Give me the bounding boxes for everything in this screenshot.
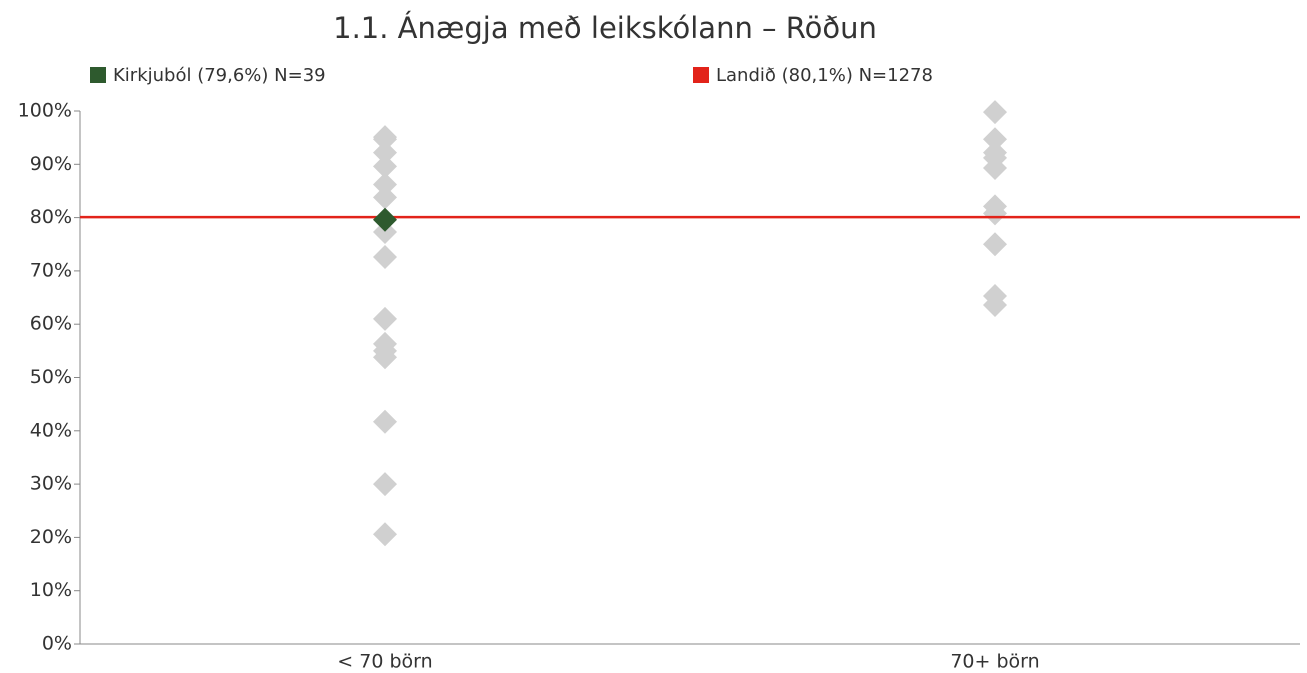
- point: [373, 154, 397, 179]
- legend-label: Landið (80,1%) N=1278: [716, 65, 933, 86]
- y-tick-label: 40%: [30, 419, 72, 441]
- point: [983, 127, 1007, 152]
- legend-swatch: [90, 67, 106, 83]
- y-tick-label: 0%: [42, 633, 72, 655]
- point: [983, 100, 1007, 125]
- point: [983, 293, 1007, 318]
- point: [373, 219, 397, 244]
- point: [983, 201, 1007, 226]
- y-tick-label: 90%: [30, 153, 72, 175]
- x-tick-label: < 70 börn: [337, 651, 432, 673]
- point: [373, 345, 397, 370]
- chart-title: 1.1. Ánægja með leikskólann – Röðun: [333, 11, 877, 45]
- legend-swatch: [693, 67, 709, 83]
- y-tick-label: 30%: [30, 473, 72, 495]
- point: [373, 140, 397, 165]
- point: [373, 172, 397, 197]
- point: [373, 127, 397, 152]
- y-tick-label: 100%: [18, 100, 72, 122]
- y-tick-label: 60%: [30, 313, 72, 335]
- point: [373, 522, 397, 547]
- x-tick-label: 70+ börn: [950, 651, 1039, 673]
- y-tick-label: 20%: [30, 526, 72, 548]
- y-tick-label: 70%: [30, 259, 72, 281]
- point: [373, 306, 397, 331]
- y-tick-label: 10%: [30, 579, 72, 601]
- point: [373, 245, 397, 270]
- legend-label: Kirkjuból (79,6%) N=39: [113, 65, 326, 86]
- y-tick-label: 50%: [30, 366, 72, 388]
- highlight-point: [373, 207, 397, 232]
- point: [373, 472, 397, 497]
- point: [373, 185, 397, 210]
- point: [983, 232, 1007, 257]
- point: [983, 156, 1007, 181]
- point: [373, 409, 397, 434]
- y-tick-label: 80%: [30, 206, 72, 228]
